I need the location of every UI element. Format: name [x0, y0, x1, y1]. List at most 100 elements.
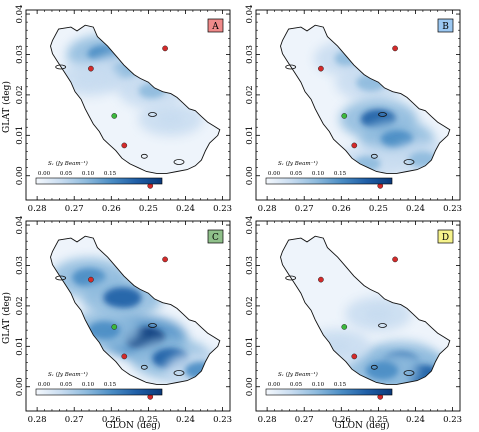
- x-tick-label: 0.27: [65, 415, 84, 425]
- panel-frame: [255, 220, 461, 412]
- contour-island: [148, 323, 157, 328]
- panel-badge: [207, 18, 224, 33]
- y-tick-label: 0.03: [245, 45, 255, 64]
- colorbar-tick-label: 0.10: [312, 382, 325, 388]
- contour-island: [403, 159, 415, 165]
- x-tick-label: 0.26: [102, 204, 121, 214]
- y-tick-label: 0.02: [245, 296, 255, 315]
- y-tick-label: 0.01: [245, 126, 255, 145]
- source-marker-red: [392, 256, 398, 263]
- x-tick-label: 0.23: [213, 204, 232, 214]
- x-tick-label: 0.24: [176, 415, 195, 425]
- colorbar-tick-label: 0.15: [334, 171, 347, 177]
- y-tick-label: 0.03: [245, 256, 255, 275]
- field-outline: [280, 24, 451, 174]
- x-axis-label-right: GLON (deg): [334, 420, 389, 431]
- y-tick-label: 0.00: [15, 166, 25, 185]
- colorbar-tick-label: 0.05: [60, 382, 73, 388]
- colorbar-tick-label: 0.10: [82, 382, 95, 388]
- colorbar-tick-label: 0.10: [312, 171, 325, 177]
- source-marker-green: [341, 113, 348, 119]
- panel-b: 0.28 0.27 0.26 0.25 0.24 0.23 0.00 0.01 0.02 0.03…: [245, 5, 462, 214]
- y-tick-label: 0.02: [15, 85, 25, 104]
- field-outline: [50, 235, 221, 385]
- panel-letter: B: [442, 22, 449, 32]
- source-marker-red: [88, 276, 94, 283]
- source-marker-red: [318, 276, 324, 283]
- x-tick-label: 0.25: [369, 204, 388, 214]
- source-marker-red: [162, 256, 168, 263]
- panel-a: 0.28 0.27 0.26 0.25 0.24 0.23 0.00 0.01 0.02 0.03…: [15, 5, 232, 214]
- contour-island: [378, 112, 387, 117]
- source-marker-green: [111, 113, 118, 119]
- x-tick-label: 0.28: [28, 204, 47, 214]
- colorbar-tick-label: 0.00: [268, 171, 281, 177]
- emission-core: [184, 361, 216, 380]
- contour-island: [285, 275, 297, 281]
- colorbar-tick-label: 0.05: [290, 382, 303, 388]
- x-tick-label: 0.24: [406, 415, 425, 425]
- y-tick-label: 0.02: [15, 296, 25, 315]
- colorbar: [265, 177, 393, 185]
- emission-core: [365, 361, 399, 380]
- emission-map: [55, 34, 204, 137]
- panel-letter: C: [212, 233, 219, 243]
- emission-core: [103, 287, 142, 309]
- panel-c: 0.28 0.27 0.26 0.25 0.24 0.23 0.00 0.01 0.02 0.03…: [15, 216, 232, 425]
- colorbar-tick-label: 0.05: [60, 171, 73, 177]
- source-marker-red: [351, 142, 358, 149]
- source-marker-red: [392, 45, 398, 52]
- contour-island: [403, 370, 415, 376]
- y-tick-label: 0.00: [15, 377, 25, 396]
- x-axis-label-left: GLON (deg): [105, 420, 160, 431]
- panel-badge: [437, 229, 454, 244]
- colorbar-tick-label: 0.00: [38, 382, 51, 388]
- x-tick-label: 0.26: [332, 204, 351, 214]
- x-tick-label: 0.27: [65, 204, 84, 214]
- panel-frame: [255, 9, 461, 201]
- colorbar-title: Sᵥ (Jy Beam⁻¹): [278, 160, 318, 167]
- panel-badge: [207, 229, 224, 244]
- y-tick-label: 0.03: [15, 256, 25, 275]
- y-tick-label: 0.00: [245, 166, 255, 185]
- y-tick-label: 0.00: [245, 377, 255, 396]
- contour-island: [378, 323, 387, 328]
- emission-map: [51, 257, 220, 385]
- colorbar-tick-label: 0.00: [38, 171, 51, 177]
- y-tick-label: 0.01: [15, 337, 25, 356]
- emission-core: [408, 151, 438, 168]
- contour-island: [370, 153, 378, 159]
- contour-island: [55, 64, 67, 70]
- colorbar: [265, 388, 393, 396]
- x-tick-label: 0.28: [258, 415, 277, 425]
- x-tick-label: 0.28: [28, 415, 47, 425]
- x-tick-label: 0.27: [295, 415, 314, 425]
- contour-island: [370, 364, 378, 370]
- colorbar-title: Sᵥ (Jy Beam⁻¹): [48, 160, 88, 167]
- x-tick-label: 0.23: [213, 415, 232, 425]
- source-marker-red: [121, 353, 128, 360]
- y-tick-label: 0.01: [245, 337, 255, 356]
- colorbar-title: Sᵥ (Jy Beam⁻¹): [48, 371, 88, 378]
- y-tick-label: 0.04: [15, 5, 25, 24]
- x-tick-label: 0.28: [258, 204, 277, 214]
- emission-core: [87, 320, 121, 340]
- source-marker-green: [341, 324, 348, 330]
- contour-island: [173, 370, 185, 376]
- emission-core: [158, 112, 183, 127]
- contour-island: [140, 153, 148, 159]
- y-tick-label: 0.01: [15, 126, 25, 145]
- panel-frame: [25, 220, 231, 412]
- contour-island: [173, 159, 185, 165]
- panel-frame: [25, 9, 231, 201]
- y-tick-label: 0.03: [15, 45, 25, 64]
- colorbar-tick-label: 0.00: [268, 382, 281, 388]
- source-marker-red: [162, 45, 168, 52]
- y-tick-label: 0.02: [245, 85, 255, 104]
- source-marker-red: [121, 142, 128, 149]
- y-axis-label-top: GLAT (deg): [1, 81, 12, 133]
- y-tick-label: 0.04: [245, 216, 255, 235]
- colorbar-tick-label: 0.05: [290, 171, 303, 177]
- x-tick-label: 0.25: [369, 415, 388, 425]
